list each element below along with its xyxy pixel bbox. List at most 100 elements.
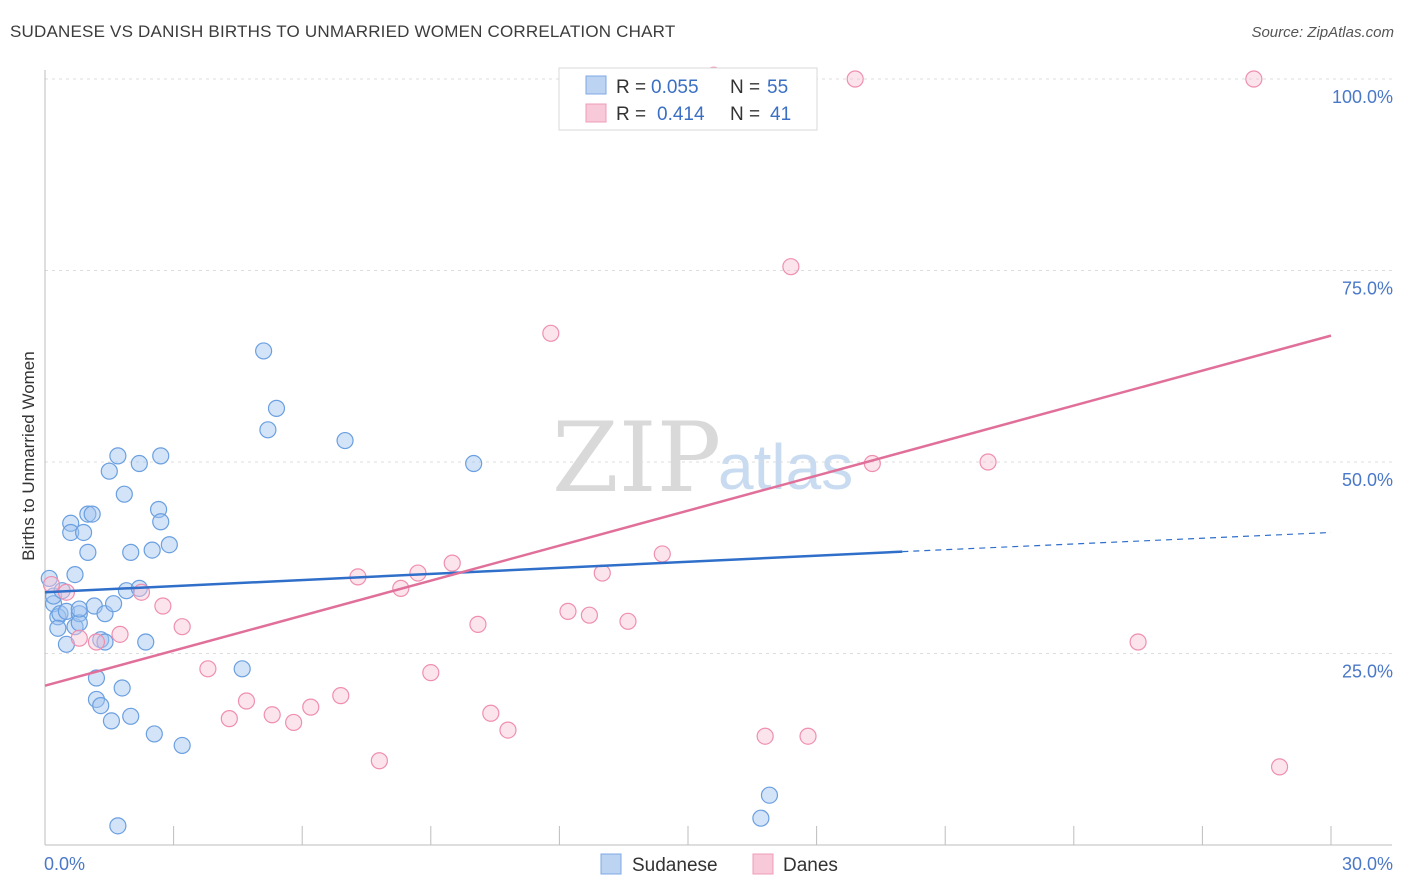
sudanese-point [122,543,140,561]
sudanese-point [267,399,286,417]
chart-source: Source: ZipAtlas.com [1251,24,1394,41]
sudanese-point [62,514,80,532]
bottom-legend-label-sudanese: Sudanese [632,855,718,876]
danes-point [42,575,61,594]
danes-point [1245,70,1263,88]
sudanese-point [233,660,251,678]
legend-r-label-danes: R = [616,104,646,125]
sudanese-point [115,485,133,503]
bottom-legend-label-danes: Danes [783,855,838,876]
danes-point [619,612,637,630]
sudanese-point [173,736,191,755]
danes-point [87,633,106,651]
sudanese-point [62,523,80,542]
sudanese-point [92,696,110,715]
legend-box: R = 0.055 N = 55 R = 0.414 N = 41 [558,67,818,131]
danes-trendline [44,334,1332,687]
sudanese-point [70,605,88,623]
legend-r-label-sudanese: R = [616,77,646,98]
bottom-legend-swatch-sudanese [600,853,622,875]
bottom-legend-swatch-danes [752,853,774,875]
sudanese-point [79,505,97,523]
sudanese-point [113,679,131,697]
legend-n-value-danes: 41 [770,104,791,125]
danes-point [220,710,238,728]
danes-point [443,554,461,572]
danes-point [285,713,303,732]
danes-point [979,453,997,471]
legend-r-value-danes: 0.414 [657,104,705,125]
sudanese-point [130,454,148,473]
danes-point [111,625,129,643]
danes-point [580,606,599,624]
danes-point [846,70,864,88]
sudanese-point [336,431,354,450]
sudanese-point [109,817,127,835]
legend-n-value-sudanese: 55 [767,77,788,98]
sudanese-point [102,712,121,730]
watermark-zip: ZIP [552,402,721,514]
y-tick-label: 25.0% [1342,662,1393,682]
danes-point [653,545,671,563]
danes-point [332,687,350,705]
y-axis-label: Births to Unmarried Women [19,351,38,560]
sudanese-point [100,462,118,480]
danes-point [782,258,800,276]
chart-title: SUDANESE VS DANISH BIRTHS TO UNMARRIED W… [10,22,676,41]
sudanese-point [752,809,770,827]
sudanese-point [160,536,178,554]
axes [44,70,1392,846]
sudanese-point [109,447,127,465]
sudanese-point [57,602,76,620]
danes-point [593,564,611,582]
sudanese-point [152,447,170,465]
watermark-atlas: atlas [718,431,853,503]
y-tick-label: 75.0% [1342,279,1393,299]
sudanese-point [143,541,161,559]
sudanese-point [145,725,163,743]
sudanese-point [70,600,88,618]
danes-point [756,727,774,745]
grid [45,78,1392,654]
danes-point [799,727,817,745]
sudanese-point [74,523,93,542]
legend-swatch-sudanese [585,75,607,95]
y-tick-labels: 25.0% 50.0% 75.0% 100.0% [1332,87,1393,682]
sudanese-point [152,513,170,531]
legend-n-label-sudanese: N = [730,77,760,98]
danes-point [237,692,256,710]
bottom-legend: Sudanese Danes [600,853,838,876]
danes-point [422,664,440,682]
danes-point [302,698,320,716]
sudanese-point [137,633,155,651]
y-tick-label: 50.0% [1342,470,1393,490]
sudanese-point [760,786,779,804]
sudanese-point [117,582,136,600]
danes-point [469,615,487,633]
sudanese-point [66,566,84,584]
y-tick-label: 100.0% [1332,87,1393,107]
sudanese-point [255,342,273,360]
danes-point [559,602,577,620]
sudanese-point [70,614,88,632]
x-tick-labels: 0.0% 30.0% [44,854,1393,874]
danes-point [1270,758,1289,776]
danes-point [70,629,88,647]
danes-point [1129,633,1147,651]
legend-r-value-sudanese: 0.055 [651,77,699,98]
sudanese-point [104,595,123,613]
danes-point [482,704,500,722]
x-tick-label-min: 0.0% [44,854,85,874]
sudanese-trendline [44,550,903,594]
danes-point [154,597,172,615]
legend-n-label-danes: N = [730,104,760,125]
danes-point [199,660,217,678]
sudanese-point [465,454,483,473]
danes-point [173,618,191,636]
sudanese-point [79,543,97,561]
legend-swatch-danes [585,103,607,123]
danes-point [499,721,517,739]
sudanese-point [259,421,277,439]
danes-point [263,706,281,724]
